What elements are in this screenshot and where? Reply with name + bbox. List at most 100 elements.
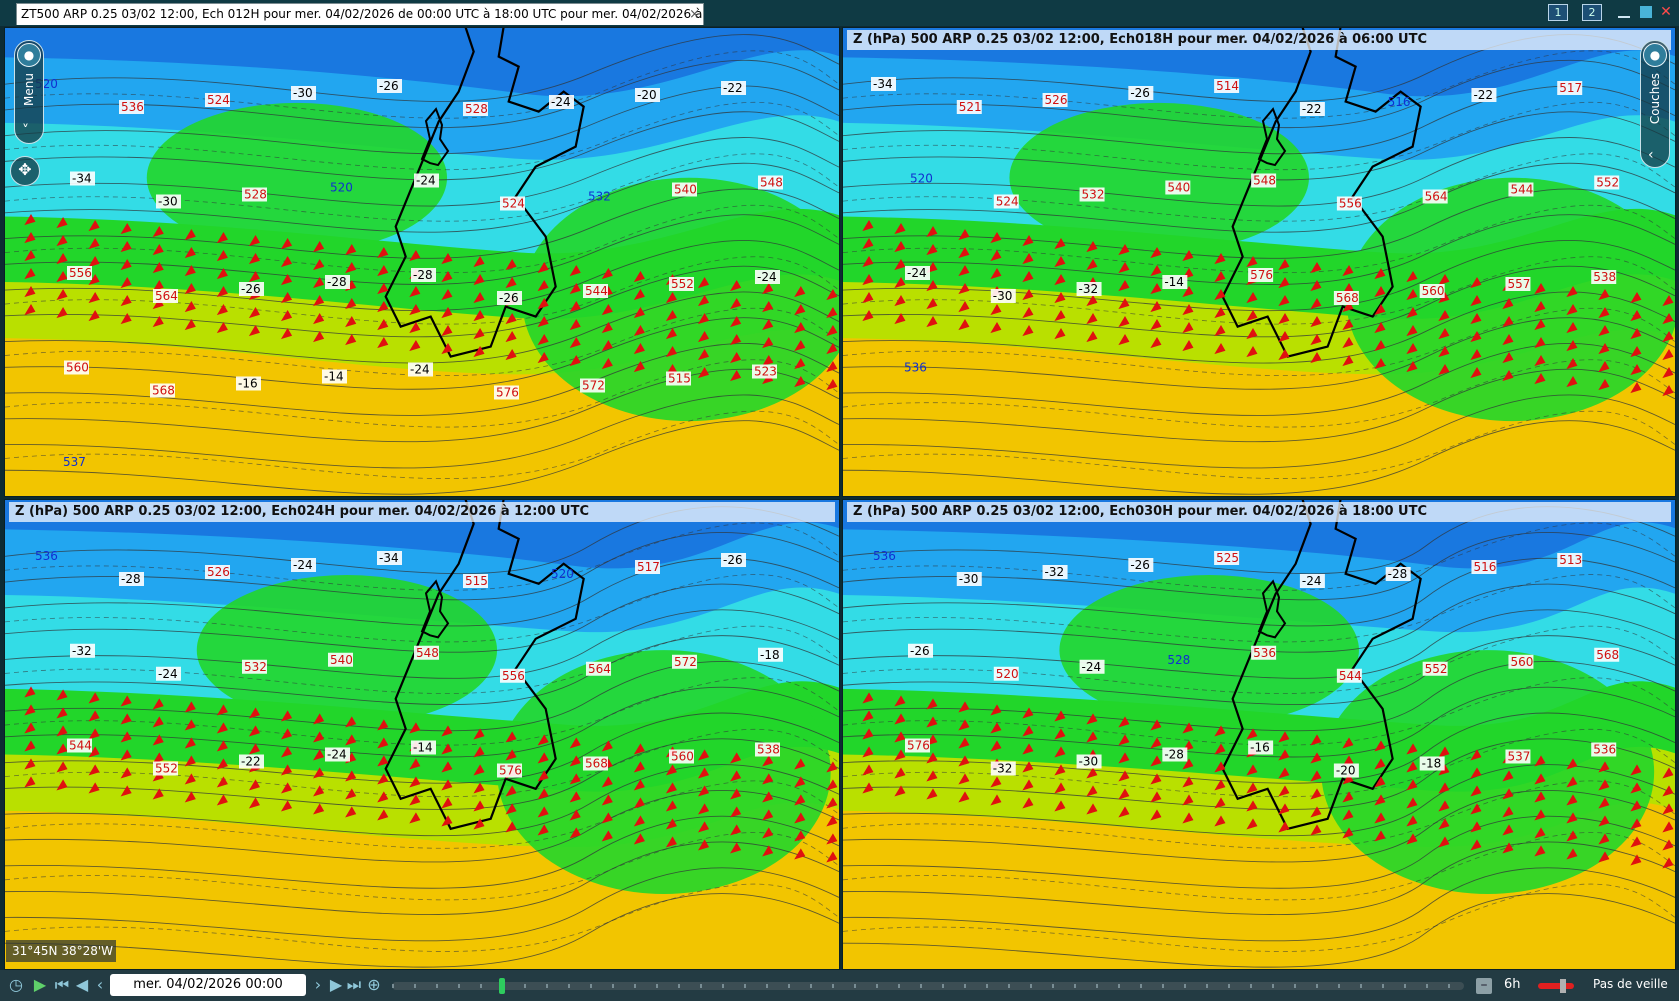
tab-close-icon[interactable]: ×: [689, 7, 700, 22]
contour-label: -30: [291, 86, 316, 100]
wind-barb: [697, 839, 710, 851]
wind-barb: [601, 339, 613, 352]
coastline: [384, 500, 585, 831]
maximize-icon[interactable]: [1636, 4, 1656, 21]
zoom-icon[interactable]: ⊕: [367, 975, 381, 994]
svg-text:-26: -26: [499, 291, 519, 305]
speed-slider[interactable]: [1538, 979, 1574, 993]
wind-barb: [1662, 767, 1674, 779]
minimize-icon[interactable]: [1614, 4, 1634, 21]
wind-barb: [1502, 297, 1514, 310]
wind-barb: [926, 770, 938, 782]
close-window-icon[interactable]: ✕: [1660, 4, 1672, 20]
wind-barb: [1406, 270, 1418, 283]
last-step-icon[interactable]: ⏭: [346, 975, 362, 994]
wind-barb: [1438, 836, 1450, 848]
wind-barb: [1278, 312, 1290, 325]
wind-barb: [24, 704, 36, 716]
svg-text:-22: -22: [241, 755, 261, 769]
wind-barb: [377, 282, 389, 295]
map-panel-3[interactable]: 536 -28 526 -24 -34 515 520 517 -26 -32 -24 532 540 5…: [4, 499, 840, 970]
layers-toggle[interactable]: ● Couches ‹: [1640, 40, 1670, 168]
map-panel-1[interactable]: 520 536 524 -30 -26 528 -24 -20 -22 -34 -30 528 520-…: [4, 27, 840, 497]
timeline-handle[interactable]: [499, 978, 506, 994]
wind-barb: [377, 264, 389, 277]
wind-barb: [1374, 357, 1386, 370]
menu-toggle[interactable]: ● Menu ˅: [14, 40, 44, 144]
color-band: [843, 802, 1675, 969]
wind-barb: [377, 300, 389, 313]
wind-barb: [762, 300, 774, 313]
next-step-icon[interactable]: ▶: [329, 975, 343, 994]
geopotential-contour: [5, 162, 839, 233]
wind-barb: [120, 312, 132, 325]
wind-barb: [1342, 336, 1354, 349]
wind-barb: [762, 354, 774, 367]
document-tab[interactable]: ZT500 ARP 0.25 03/02 12:00, Ech 012H pou…: [16, 3, 704, 25]
play-icon[interactable]: ▶: [33, 975, 47, 994]
pin-icon[interactable]: ●: [1643, 43, 1667, 67]
wind-barb: [958, 264, 970, 277]
speed-handle[interactable]: [1560, 979, 1566, 993]
chevron-left-icon[interactable]: ‹: [1648, 147, 1654, 163]
svg-text:-18: -18: [760, 648, 780, 662]
chevron-down-icon[interactable]: ˅: [22, 123, 29, 139]
contour-label: 548: [1251, 173, 1277, 188]
temperature-contour: [843, 204, 1675, 274]
wind-barb: [120, 695, 132, 707]
wind-barb: [1598, 761, 1610, 773]
contour-label: 528: [463, 102, 488, 116]
map-canvas[interactable]: -34 521 526 -26 514 -22 516 -22 517 520 524 532 540 5…: [843, 28, 1675, 496]
map-canvas[interactable]: 536 -30 -32 -26 525 -24 -28 516 513 -26 520 -24 528 5…: [843, 500, 1675, 969]
clock-icon[interactable]: ◷: [9, 975, 23, 994]
previous-step-icon[interactable]: ◀: [75, 975, 89, 994]
wind-barb: [441, 342, 453, 355]
contour-label: -20: [1333, 763, 1359, 778]
wind-barb: [56, 252, 68, 265]
svg-text:528: 528: [1167, 653, 1190, 667]
wind-barb: [569, 300, 581, 313]
first-step-icon[interactable]: ⏮: [54, 975, 70, 994]
wind-barb: [697, 348, 710, 361]
standby-mode-label: Pas de veille: [1593, 977, 1668, 991]
forward-icon[interactable]: ›: [314, 975, 322, 994]
current-date-field[interactable]: mer. 04/02/2026 00:00: [110, 974, 306, 996]
pin-icon[interactable]: ●: [17, 43, 41, 67]
geopotential-contour: [843, 111, 1675, 181]
wind-barb: [537, 351, 549, 364]
contour-label: -26: [908, 643, 933, 658]
screen-2-button[interactable]: 2: [1582, 4, 1602, 21]
map-canvas[interactable]: 536 -28 526 -24 -34 515 520 517 -26 -32 -24 532 540 5…: [5, 500, 839, 969]
wind-barb: [216, 722, 228, 734]
screen-1-button[interactable]: 1: [1548, 4, 1568, 21]
wind-barb: [1342, 264, 1354, 277]
wind-barb: [894, 785, 906, 797]
wind-barb: [1118, 261, 1130, 274]
wind-barb: [1374, 830, 1386, 842]
svg-text:536: 536: [873, 549, 896, 563]
wind-barb: [926, 279, 938, 292]
pan-control-icon[interactable]: ✥: [10, 156, 40, 186]
step-minus-button[interactable]: –: [1476, 978, 1492, 994]
wind-barb: [697, 276, 710, 289]
wind-barb: [1662, 312, 1674, 325]
svg-text:552: 552: [1425, 662, 1448, 676]
wind-barb: [1310, 824, 1322, 836]
map-panel-4[interactable]: 536 -30 -32 -26 525 -24 -28 516 513 -26 520 -24 528 5…: [842, 499, 1676, 970]
temperature-contour: [5, 780, 839, 849]
svg-text:514: 514: [1216, 79, 1239, 93]
map-panel-2[interactable]: -34 521 526 -26 514 -22 516 -22 517 520 524 532 540 5…: [842, 27, 1676, 497]
svg-text:572: 572: [582, 379, 605, 393]
geopotential-contour: [5, 342, 839, 416]
contour-label: 516: [1471, 560, 1497, 574]
timeline-slider[interactable]: [392, 978, 1464, 994]
svg-text:-24: -24: [1302, 574, 1322, 588]
wind-barb: [926, 243, 938, 256]
wind-barb: [1470, 312, 1482, 325]
svg-text:552: 552: [1596, 176, 1619, 190]
back-icon[interactable]: ‹: [96, 975, 104, 994]
wind-barb: [762, 318, 774, 331]
wind-barb: [184, 701, 196, 713]
wind-barb: [216, 249, 228, 262]
